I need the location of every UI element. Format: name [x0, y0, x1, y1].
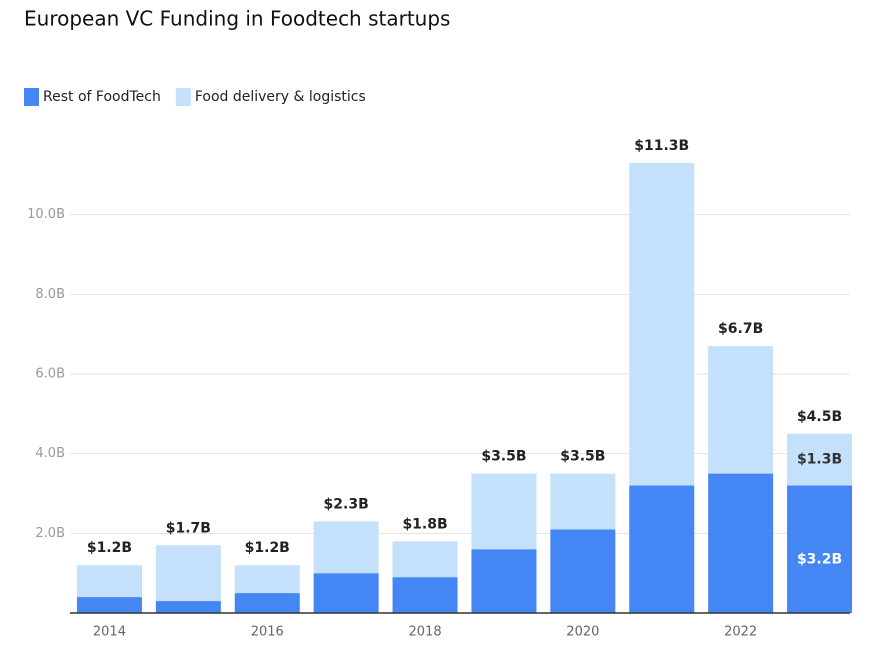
total-label: $3.5B — [481, 449, 526, 465]
x-tick-label: 2014 — [93, 625, 126, 640]
total-label: $3.5B — [560, 449, 605, 465]
x-tick-label: 2020 — [566, 625, 599, 640]
bar-segment — [787, 485, 853, 613]
legend-swatch — [24, 88, 39, 106]
bar-segment — [234, 593, 300, 613]
total-label: $1.2B — [245, 540, 290, 556]
bar-segment — [629, 162, 695, 486]
segment-label: $1.3B — [797, 452, 842, 468]
bar-segment — [629, 485, 695, 613]
bar-segment — [155, 601, 221, 613]
bar-segment — [76, 597, 142, 613]
bar-segment — [76, 565, 142, 598]
bar-segment — [392, 541, 458, 578]
legend-swatch — [175, 88, 191, 106]
y-tick-label: 2.0B — [35, 526, 65, 541]
total-label: $1.8B — [402, 516, 447, 532]
bar-segment — [708, 346, 774, 474]
bar-segment — [550, 473, 616, 530]
bar-segment — [471, 473, 537, 550]
legend-label: Rest of FoodTech — [43, 89, 161, 105]
chart-title: European VC Funding in Foodtech startups — [24, 7, 450, 31]
bar-segment — [313, 521, 379, 574]
y-tick-label: 6.0B — [35, 367, 65, 382]
total-label: $6.7B — [718, 321, 763, 337]
x-tick-label: 2022 — [724, 625, 757, 640]
total-label: $11.3B — [634, 138, 689, 154]
total-label: $4.5B — [797, 409, 842, 425]
bar-segment — [155, 545, 221, 602]
y-tick-label: 4.0B — [35, 446, 65, 461]
x-tick-label: 2018 — [409, 625, 442, 640]
bar-segment — [392, 577, 458, 613]
total-label: $1.2B — [87, 540, 132, 556]
bar-segment — [471, 549, 537, 613]
legend-label: Food delivery & logistics — [195, 89, 366, 105]
bar-segment — [234, 565, 300, 594]
bar-segment — [708, 473, 774, 613]
x-tick-label: 2016 — [251, 625, 284, 640]
total-label: $2.3B — [324, 496, 369, 512]
bar-segment — [313, 573, 379, 613]
bar-segment — [787, 433, 853, 486]
total-label: $1.7B — [166, 520, 211, 536]
y-tick-label: 8.0B — [35, 287, 65, 302]
segment-label: $3.2B — [797, 551, 842, 567]
y-tick-label: 10.0B — [27, 207, 65, 222]
bar-segment — [550, 529, 616, 613]
